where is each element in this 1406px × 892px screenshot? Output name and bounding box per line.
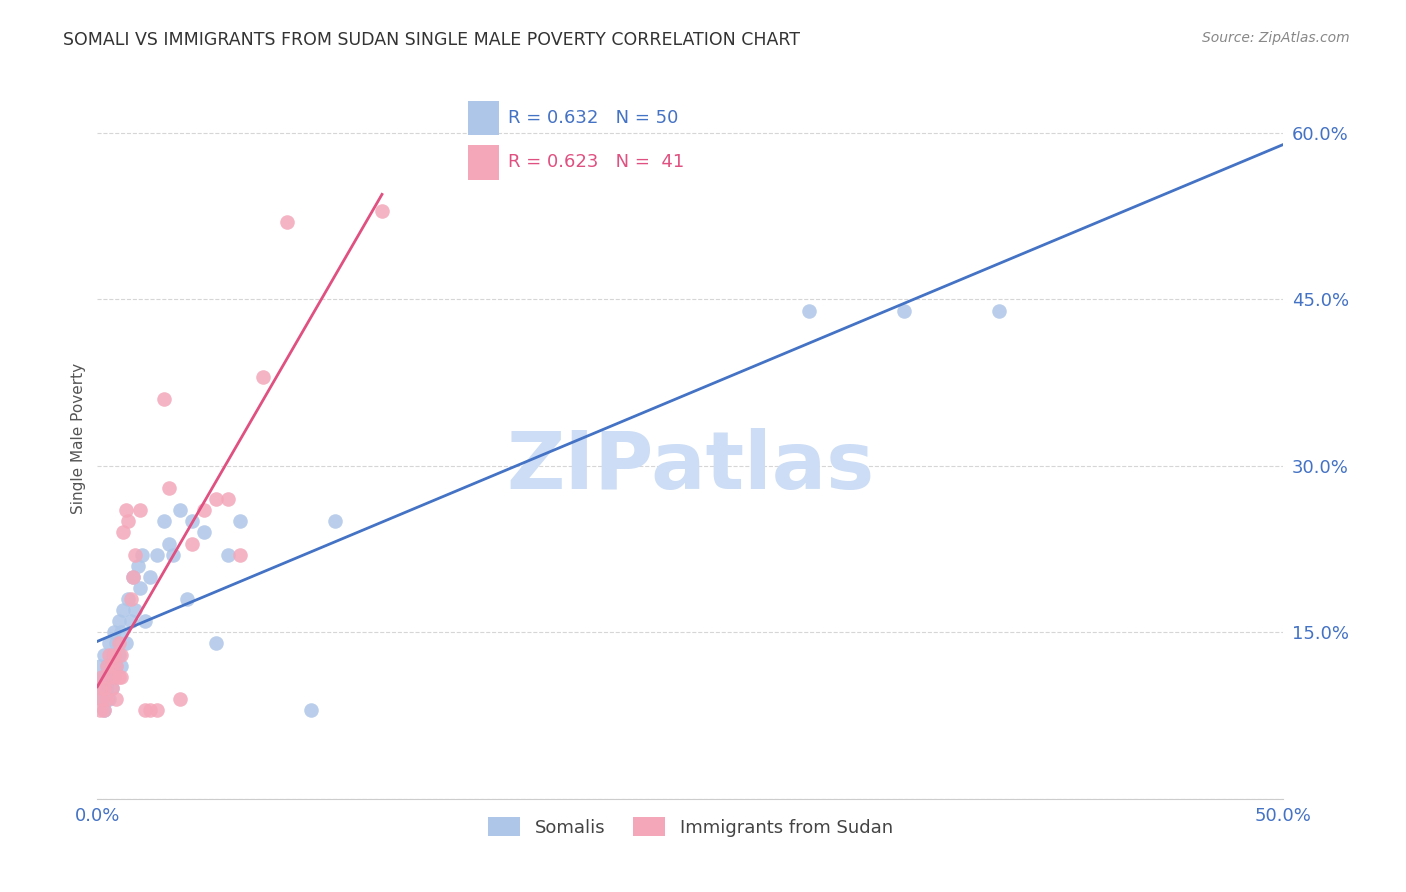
- Point: [127, 558, 149, 573]
- Point: [98, 670, 121, 684]
- Point: [205, 492, 228, 507]
- Point: [797, 303, 820, 318]
- Point: [91, 692, 114, 706]
- Point: [120, 614, 142, 628]
- Point: [252, 370, 274, 384]
- Point: [323, 515, 346, 529]
- Point: [105, 692, 128, 706]
- Point: [129, 503, 152, 517]
- Point: [162, 548, 184, 562]
- Point: [100, 648, 122, 662]
- Point: [110, 658, 132, 673]
- Point: [98, 670, 121, 684]
- Point: [122, 570, 145, 584]
- Point: [89, 681, 111, 695]
- Point: [103, 625, 125, 640]
- Point: [124, 548, 146, 562]
- Point: [103, 648, 125, 662]
- Point: [181, 536, 204, 550]
- Point: [98, 636, 121, 650]
- Text: Source: ZipAtlas.com: Source: ZipAtlas.com: [1202, 31, 1350, 45]
- Point: [157, 536, 180, 550]
- Point: [110, 625, 132, 640]
- Point: [91, 670, 114, 684]
- Point: [152, 515, 174, 529]
- Point: [93, 648, 115, 662]
- Point: [205, 636, 228, 650]
- Point: [138, 570, 160, 584]
- Point: [134, 614, 156, 628]
- Point: [110, 648, 132, 662]
- Point: [105, 658, 128, 673]
- Point: [228, 515, 250, 529]
- Point: [93, 703, 115, 717]
- Point: [145, 703, 167, 717]
- Point: [100, 681, 122, 695]
- Point: [93, 670, 115, 684]
- Point: [96, 658, 118, 673]
- Point: [105, 658, 128, 673]
- Point: [193, 503, 215, 517]
- Point: [117, 592, 139, 607]
- Point: [93, 703, 115, 717]
- Point: [134, 703, 156, 717]
- Point: [124, 603, 146, 617]
- Point: [110, 670, 132, 684]
- Point: [98, 648, 121, 662]
- Point: [131, 548, 153, 562]
- Point: [152, 392, 174, 407]
- Point: [120, 592, 142, 607]
- Point: [276, 215, 298, 229]
- Point: [96, 681, 118, 695]
- Point: [114, 503, 136, 517]
- Point: [98, 692, 121, 706]
- Point: [107, 670, 129, 684]
- Point: [129, 581, 152, 595]
- Point: [169, 503, 191, 517]
- Point: [107, 614, 129, 628]
- Point: [89, 703, 111, 717]
- Point: [100, 681, 122, 695]
- Point: [107, 636, 129, 650]
- Point: [114, 636, 136, 650]
- Point: [89, 658, 111, 673]
- Y-axis label: Single Male Poverty: Single Male Poverty: [72, 362, 86, 514]
- Point: [89, 681, 111, 695]
- Point: [96, 658, 118, 673]
- Point: [100, 658, 122, 673]
- Point: [987, 303, 1010, 318]
- Point: [176, 592, 198, 607]
- Point: [217, 548, 239, 562]
- Point: [299, 703, 322, 717]
- Point: [96, 692, 118, 706]
- Point: [138, 703, 160, 717]
- Point: [228, 548, 250, 562]
- Point: [117, 515, 139, 529]
- Point: [371, 203, 394, 218]
- Text: SOMALI VS IMMIGRANTS FROM SUDAN SINGLE MALE POVERTY CORRELATION CHART: SOMALI VS IMMIGRANTS FROM SUDAN SINGLE M…: [63, 31, 800, 49]
- Point: [91, 670, 114, 684]
- Text: ZIPatlas: ZIPatlas: [506, 428, 875, 506]
- Point: [93, 681, 115, 695]
- Point: [217, 492, 239, 507]
- Point: [122, 570, 145, 584]
- Point: [105, 636, 128, 650]
- Point: [112, 603, 135, 617]
- Point: [157, 481, 180, 495]
- Legend: Somalis, Immigrants from Sudan: Somalis, Immigrants from Sudan: [481, 810, 900, 844]
- Point: [193, 525, 215, 540]
- Point: [145, 548, 167, 562]
- Point: [181, 515, 204, 529]
- Point: [107, 648, 129, 662]
- Point: [112, 525, 135, 540]
- Point: [103, 670, 125, 684]
- Point: [169, 692, 191, 706]
- Point: [100, 658, 122, 673]
- Point: [893, 303, 915, 318]
- Point: [103, 670, 125, 684]
- Point: [91, 692, 114, 706]
